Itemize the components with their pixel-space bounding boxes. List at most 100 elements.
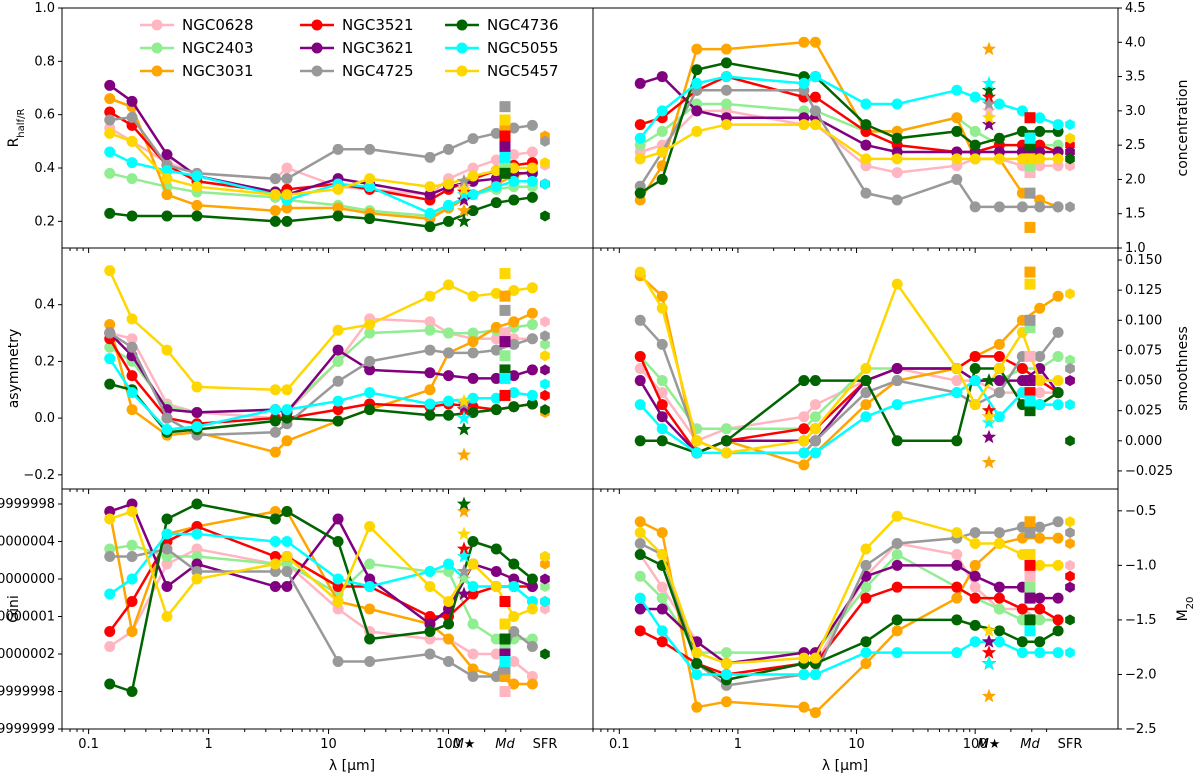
point-NGC5055: [104, 146, 116, 158]
point-NGC4736: [490, 543, 502, 555]
point-NGC3521: [1016, 363, 1028, 374]
md-marker: [499, 350, 511, 362]
md-marker: [1024, 278, 1036, 290]
mstar-marker: [456, 410, 472, 425]
sfr-marker: [540, 378, 550, 390]
mstar-marker: [981, 623, 997, 637]
md-marker: [1024, 375, 1036, 387]
point-NGC5055: [951, 647, 963, 659]
point-NGC5457: [364, 319, 376, 331]
point-NGC4736: [951, 614, 963, 626]
point-NGC4736: [860, 375, 872, 387]
point-NGC4725: [526, 333, 538, 345]
sfr-marker: [540, 210, 550, 222]
point-NGC3031: [526, 678, 538, 690]
point-NGC5457: [443, 279, 455, 291]
point-NGC4725: [126, 341, 138, 353]
point-NGC5055: [969, 636, 981, 648]
md-marker: [1024, 516, 1036, 528]
mstar-marker: [981, 409, 997, 423]
point-NGC4725: [490, 344, 502, 356]
sfr-marker: [1065, 570, 1075, 582]
point-NGC4736: [467, 406, 479, 418]
md-marker: [1024, 146, 1036, 158]
summary-label-md: Md: [495, 737, 515, 752]
sfr-marker: [540, 596, 550, 607]
md-marker: [499, 151, 511, 163]
sfr-marker: [540, 350, 550, 362]
point-NGC0628: [490, 333, 502, 345]
point-NGC4736: [424, 409, 436, 421]
point-NGC0628: [951, 548, 963, 560]
md-marker: [1024, 614, 1036, 626]
point-NGC2403: [891, 548, 903, 560]
point-NGC3031: [860, 658, 872, 670]
md-marker: [1024, 592, 1036, 604]
point-NGC4736: [364, 633, 376, 645]
point-NGC5055: [720, 668, 732, 680]
point-NGC5457: [191, 381, 203, 393]
mstar-marker: [981, 455, 997, 469]
point-NGC4725: [993, 527, 1005, 539]
point-NGC3621: [281, 581, 293, 592]
md-marker: [1024, 625, 1036, 637]
point-NGC5457: [969, 538, 981, 550]
point-NGC5055: [161, 165, 173, 177]
point-NGC3521: [969, 350, 981, 362]
point-NGC4725: [104, 114, 116, 126]
md-marker: [1024, 559, 1036, 571]
point-NGC2403: [443, 327, 455, 339]
point-NGC4736: [364, 213, 376, 225]
point-NGC3031: [809, 707, 821, 719]
x-tick-label: 0.1: [78, 737, 99, 752]
panel-top-left: 0.2 0.4 0.6 0.8 1.0 Rhalf/R: [6, 1, 594, 253]
y-tick-label: 0.150: [1125, 253, 1162, 268]
sfr-marker: [540, 330, 550, 342]
sfr-marker: [540, 648, 550, 660]
point-NGC4736: [969, 619, 981, 631]
point-NGC4736: [269, 513, 281, 525]
md-marker: [1024, 581, 1036, 593]
point-NGC2403: [104, 167, 116, 179]
point-NGC4736: [443, 409, 455, 421]
point-NGC5055: [891, 98, 903, 110]
y-axis-label: Rhalf/R: [6, 109, 27, 148]
point-NGC3521: [656, 399, 668, 411]
point-NGC2403: [364, 558, 376, 570]
sfr-marker: [540, 581, 550, 592]
point-NGC3621: [1052, 592, 1064, 604]
mstar-marker: [456, 181, 472, 196]
point-NGC5457: [993, 363, 1005, 374]
point-NGC3031: [332, 202, 344, 214]
sfr-marker: [1065, 201, 1075, 213]
point-NGC4725: [951, 173, 963, 185]
point-NGC2403: [860, 581, 872, 593]
sfr-marker: [540, 603, 550, 615]
md-marker: [499, 101, 511, 113]
point-NGC5055: [1016, 647, 1028, 659]
point-NGC3031: [526, 307, 538, 319]
x-tick-label: 100: [436, 737, 461, 752]
mstar-marker: [456, 422, 472, 436]
point-NGC5457: [656, 146, 668, 158]
point-NGC4725: [1034, 521, 1046, 533]
mstar-marker: [456, 447, 472, 461]
point-NGC3031: [161, 189, 173, 201]
point-NGC4725: [281, 566, 293, 577]
point-NGC4736: [126, 210, 138, 222]
y-tick-label: 4.0: [1125, 35, 1146, 50]
sfr-marker: [1065, 375, 1075, 387]
point-NGC5055: [860, 647, 872, 659]
point-NGC5055: [443, 199, 455, 211]
y-tick-label: −0.5: [1125, 504, 1157, 519]
md-marker: [1024, 314, 1036, 326]
md-marker: [499, 663, 511, 675]
point-NGC3621: [126, 95, 138, 107]
point-NGC5055: [508, 387, 520, 399]
point-NGC3621: [656, 603, 668, 615]
point-NGC5055: [634, 399, 646, 411]
point-NGC5055: [443, 395, 455, 407]
point-NGC3031: [1034, 532, 1046, 544]
y-axis-label: concentration: [1175, 80, 1191, 177]
md-marker: [1024, 350, 1036, 362]
